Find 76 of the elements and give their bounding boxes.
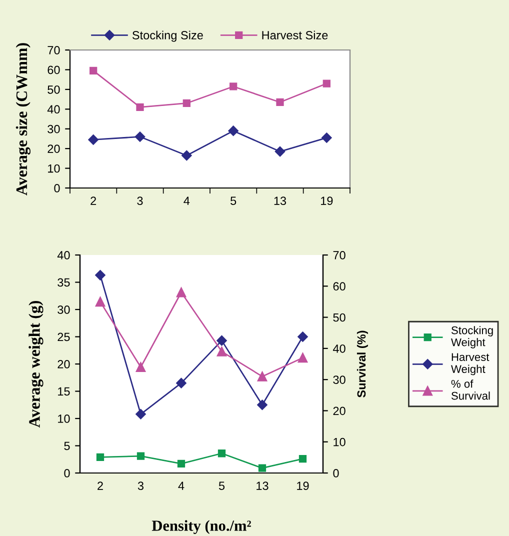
x-tick-label: 19 xyxy=(297,482,309,490)
legend-label: % of Survival xyxy=(451,380,490,400)
point xyxy=(230,82,238,90)
point xyxy=(298,332,308,342)
y-tick-label: 35 xyxy=(58,278,70,287)
point xyxy=(257,372,268,382)
x-tick-label: 4 xyxy=(184,196,190,205)
y-tick-label: 70 xyxy=(48,46,60,54)
point xyxy=(95,270,106,280)
y2-tick-label: 70 xyxy=(333,251,346,260)
y-tick-label: 30 xyxy=(48,124,60,134)
x-tick-label: 13 xyxy=(274,196,286,206)
point xyxy=(298,455,307,463)
point xyxy=(257,400,268,410)
y-tick-label: 10 xyxy=(58,414,70,423)
y-tick-label: 0 xyxy=(64,469,70,478)
y2-tick-label: 20 xyxy=(333,406,346,416)
y2-axis-title: Survival (%) xyxy=(356,330,368,398)
y2-tick-label: 30 xyxy=(333,376,346,384)
point xyxy=(136,409,146,420)
point xyxy=(182,150,192,161)
point xyxy=(136,452,145,460)
point xyxy=(96,453,104,462)
y2-tick-label: 10 xyxy=(334,438,346,446)
point xyxy=(274,146,286,157)
point xyxy=(258,464,266,472)
point xyxy=(298,352,308,363)
point xyxy=(322,132,332,143)
x-tick-label: 5 xyxy=(230,196,236,206)
legend-label: Harvest Weight xyxy=(451,353,490,376)
point xyxy=(218,450,226,458)
y2-tick-label: 0 xyxy=(333,469,339,478)
y-tick-label: 60 xyxy=(48,66,60,74)
point xyxy=(228,126,238,136)
x-tick-label: 3 xyxy=(137,196,143,206)
point xyxy=(176,378,186,388)
legend-label: Stocking Size xyxy=(132,30,203,42)
y-tick-label: 15 xyxy=(58,387,70,396)
point xyxy=(182,99,190,108)
x-tick-label: 4 xyxy=(178,482,184,490)
x-tick-label: 5 xyxy=(218,482,225,490)
point xyxy=(136,103,144,111)
point xyxy=(276,98,284,106)
x-axis-title: Density (no./m² xyxy=(152,520,251,534)
y-tick-label: 50 xyxy=(48,85,60,94)
y-tick-label: 10 xyxy=(48,164,60,173)
point xyxy=(216,335,227,346)
y2-tick-label: 60 xyxy=(333,282,346,291)
x-tick-label: 3 xyxy=(138,482,144,490)
point xyxy=(216,346,227,356)
point xyxy=(177,460,186,468)
point xyxy=(134,132,146,142)
y-tick-label: 20 xyxy=(48,144,60,153)
x-tick-label: 2 xyxy=(90,196,96,205)
y-tick-label: 20 xyxy=(58,360,70,368)
legend-label: Stocking Weight xyxy=(451,326,493,348)
y-tick-label: 40 xyxy=(57,251,70,260)
y-tick-label: 5 xyxy=(64,442,70,450)
x-tick-label: 19 xyxy=(321,196,333,206)
y2-tick-label: 40 xyxy=(332,344,346,353)
legend-label: Harvest Size xyxy=(262,30,328,40)
y-tick-label: 0 xyxy=(54,184,60,192)
point xyxy=(95,296,106,307)
y-tick-label: 25 xyxy=(58,332,70,342)
x-tick-label: 2 xyxy=(98,482,103,490)
point xyxy=(176,288,186,298)
x-tick-label: 13 xyxy=(256,482,268,490)
y2-tick-label: 50 xyxy=(333,313,346,322)
point xyxy=(136,362,146,372)
point xyxy=(322,80,330,88)
y-axis-title: Average weight (g) xyxy=(28,300,44,428)
point xyxy=(88,134,98,145)
y-tick-label: 40 xyxy=(47,105,60,114)
point xyxy=(90,66,98,75)
y-tick-label: 30 xyxy=(58,306,70,314)
y-axis-title: Average size (CWmm) xyxy=(16,43,30,196)
